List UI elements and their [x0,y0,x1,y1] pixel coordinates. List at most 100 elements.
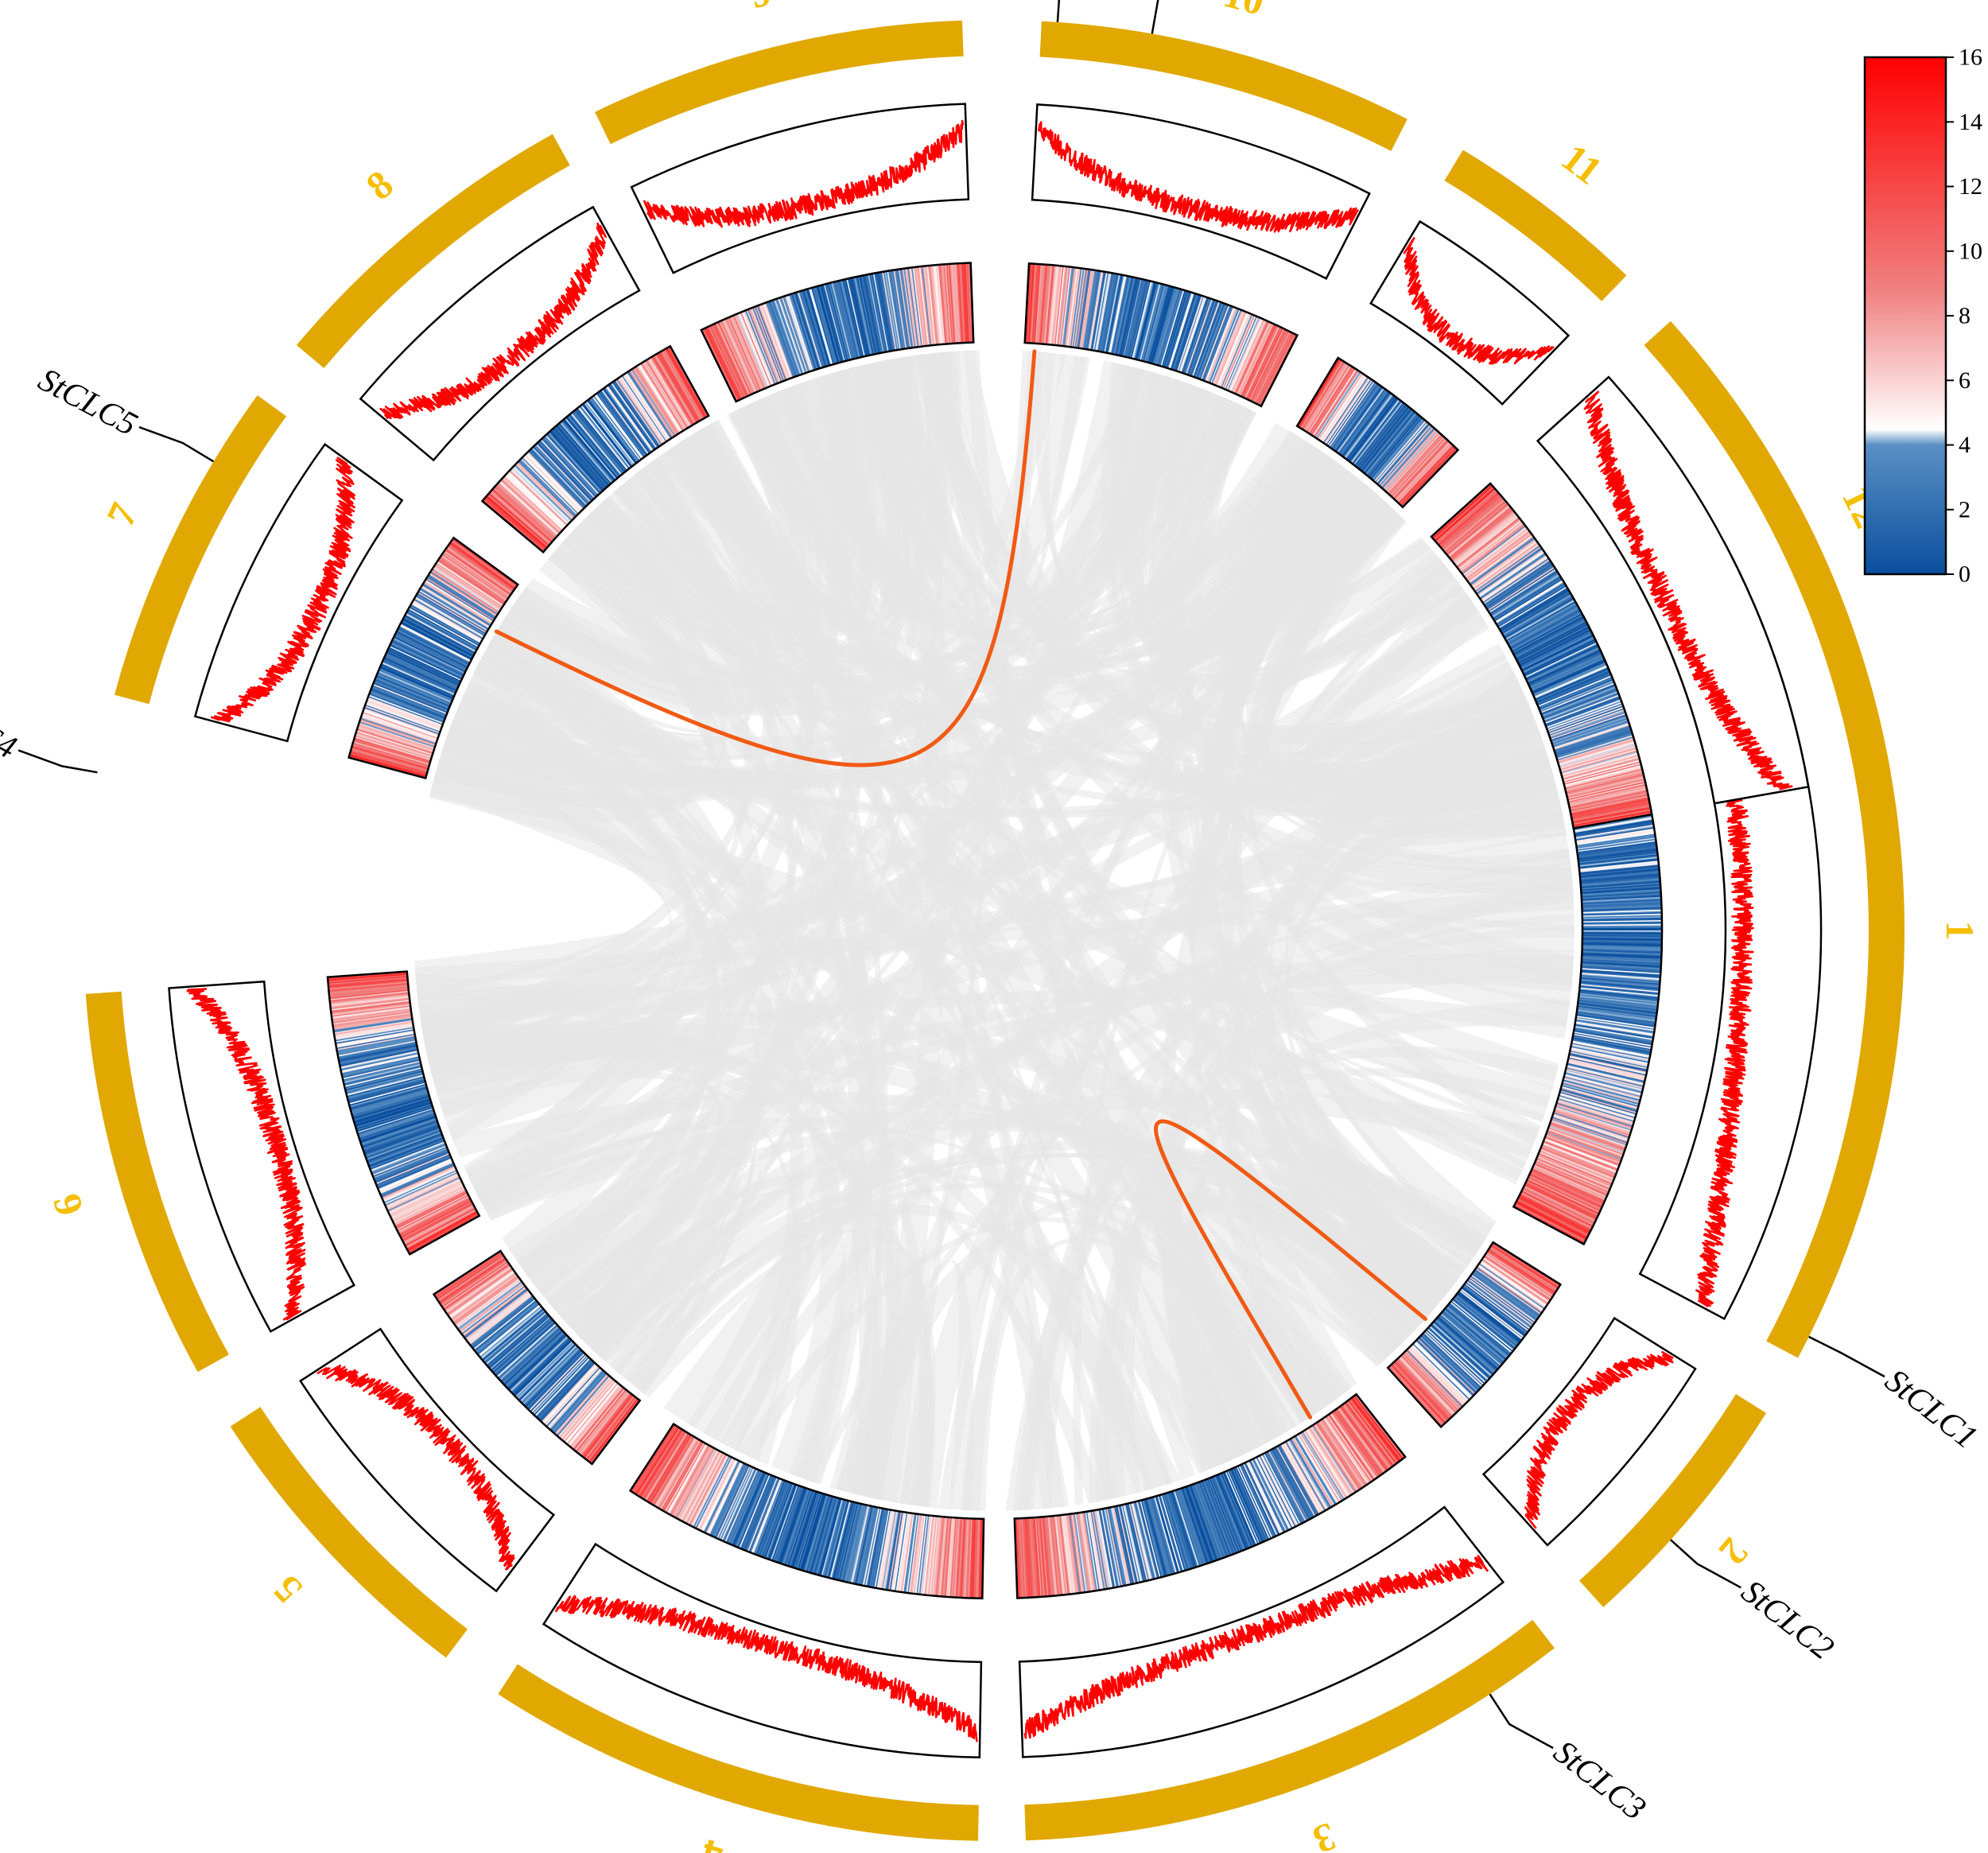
heatmap-cell [344,1064,421,1085]
heatmap-cell [505,1331,565,1388]
density-chr-6 [168,980,355,1333]
heatmap-cell [339,1044,417,1062]
heatmap-cell [670,1445,711,1517]
heatmap-cell [926,1516,936,1595]
heatmap-cell [1091,271,1107,351]
heatmap-cell [770,1485,798,1561]
heatmap-cell [432,567,500,612]
heatmap-cell [398,1196,470,1234]
heatmap-cell [1388,434,1443,495]
heatmap-cell [689,1454,727,1526]
heatmap-cell [1557,736,1634,761]
heatmap-cell [1541,686,1617,717]
heatmap-cell [1303,1430,1347,1499]
heatmap-cell [961,262,967,343]
heatmap-cell [1550,1121,1626,1148]
chromosome-label: 2 [1710,1529,1757,1573]
heatmap-cell [1462,1285,1527,1335]
heatmap-cell [499,480,560,535]
heatmap-cell [1033,1517,1041,1598]
heatmap-cell [371,1143,446,1174]
heatmap-cell [1563,1074,1642,1097]
heatmap-cell [1254,1457,1292,1529]
heatmap-cell [1540,1149,1614,1182]
heatmap-cell [1093,1510,1109,1589]
heatmap-cell [645,1432,689,1501]
heatmap-cell [1558,741,1636,766]
heatmap-cell [1104,274,1121,353]
heatmap-cell [1316,371,1361,439]
heatmap-cell [329,989,409,1000]
heatmap-cell [1454,515,1519,566]
heatmap-cell [1543,1141,1618,1171]
heatmap-cell [329,993,410,1004]
heatmap-cell [1052,266,1062,345]
heatmap-cell [1291,1437,1334,1507]
heatmap-cell [525,1350,582,1408]
heatmap-cell [1505,600,1576,642]
heatmap-cell [1578,850,1658,862]
heatmap-cell [1517,624,1589,663]
heatmap-cell [1433,486,1494,541]
heatmap-cell [1039,264,1048,344]
heatmap-cell [1561,753,1639,777]
density-chr-3 [1018,1505,1505,1758]
heatmap-cell [1127,1503,1147,1582]
heatmap-cell [829,1501,851,1579]
heatmap-cell [1242,1463,1278,1536]
heatmap-cell [1064,267,1076,347]
heatmap-cell [1528,1177,1601,1212]
heatmap-cell [576,1389,627,1453]
heatmap-cell [662,1441,704,1512]
heatmap-cell [615,379,662,445]
heatmap-cell [1345,1400,1396,1466]
heatmap-cell [1480,1261,1547,1307]
heatmap-cell [1527,1178,1600,1214]
density-line [1037,121,1360,233]
heatmap-cell [388,647,461,683]
heatmap-cell [1513,1204,1586,1244]
heatmap-cell [379,1161,453,1195]
heatmap-cell [1371,418,1424,480]
heatmap-cell [1334,1409,1382,1476]
heatmap-cell [1369,416,1422,479]
heatmap-cell [1248,1460,1285,1533]
heatmap-cell [460,1284,525,1334]
heatmap-cell [1121,1505,1141,1583]
heatmap-cell [520,1346,578,1403]
heatmap-cell [1194,1483,1223,1559]
heatmap-cell [436,561,503,608]
heatmap-cell [557,424,610,486]
gene-label: StCLC5 [33,361,143,443]
heatmap-cell [1230,318,1264,392]
heatmap-cell [1134,282,1155,359]
heatmap-cell [1582,944,1662,948]
heatmap-cell [1530,655,1604,690]
heatmap-cell [466,1292,530,1342]
heatmap-cell [391,639,464,676]
heatmap-chr-8 [480,344,710,554]
heatmap-cell [1355,403,1406,468]
heatmap-cell [803,289,828,367]
heatmap-cell [463,1288,528,1338]
heatmap-cell [1480,554,1547,600]
heatmap-cell [904,268,918,348]
heatmap-cell [1070,1513,1082,1593]
heatmap-cell [872,273,889,352]
heatmap-cell [437,561,504,607]
heatmap-cell [1556,1102,1633,1128]
heatmap-cell [805,289,829,367]
heatmap-cell [355,732,433,758]
heatmap-cell [1330,383,1378,449]
heatmap-cell [777,1487,805,1564]
heatmap-cell [1145,285,1167,363]
heatmap-cell [1209,309,1241,384]
heatmap-cell [1428,1326,1489,1381]
heatmap-cell [1540,1146,1616,1178]
heatmap-cell [1449,1302,1512,1354]
heatmap-cell [359,1115,436,1142]
chromosome-10 [1039,21,1408,151]
heatmap-cell [386,650,460,686]
heatmap-cell [1129,1502,1150,1581]
heatmap-cell [449,1271,515,1319]
